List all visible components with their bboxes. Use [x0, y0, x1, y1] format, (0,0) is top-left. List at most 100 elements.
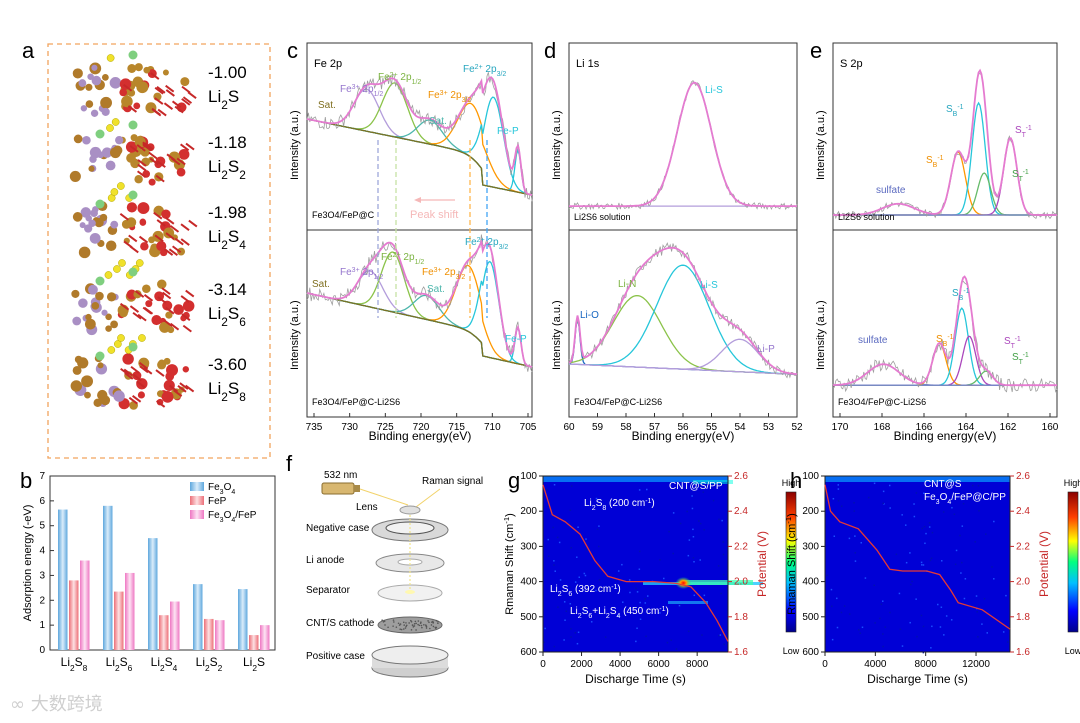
atom [173, 304, 184, 315]
fe3-2p12-label: Fe3+ 2p1/2 [340, 84, 383, 98]
bar-Fe3O4-Li2S6 [103, 505, 113, 650]
laser-tip [354, 485, 360, 492]
atom [73, 134, 83, 144]
atom [72, 316, 82, 326]
heatmap-noise [701, 634, 703, 636]
heatmap-ylabel: Rmaman Shift (cm-1) [784, 513, 799, 615]
panel-label-c: c [287, 38, 298, 63]
heatmap-noise [962, 502, 965, 505]
legend-swatch [190, 482, 204, 491]
y-tick-label: 600 [520, 647, 537, 658]
heatmap-band [825, 476, 1010, 482]
atom [78, 79, 87, 87]
heatmap-noise [559, 579, 562, 581]
heatmap-y2label: Potential (V) [1037, 531, 1051, 597]
y2-tick-label: 2.4 [734, 506, 748, 517]
heatmap-noise [614, 579, 617, 581]
bar-FeP-Li2S8 [69, 580, 79, 650]
heatmap-noise [646, 595, 649, 597]
cathode-texture [418, 624, 421, 627]
atom [134, 63, 143, 72]
heatmap-noise [546, 488, 548, 491]
heatmap-noise [1002, 631, 1005, 633]
heatmap-frame [542, 475, 729, 653]
atom [133, 102, 141, 110]
panel-e-ylabel-bottom: Intensity (a.u.) [815, 300, 827, 370]
atom [89, 155, 97, 163]
atom [101, 147, 113, 158]
heatmap-noise [974, 541, 976, 543]
peak-shift-label: Peak shift [410, 209, 458, 221]
heatmap-noise [577, 631, 580, 634]
bond [148, 151, 158, 160]
heatmap-noise [617, 570, 620, 572]
heatmap-noise [720, 592, 722, 595]
x-tick-label: 55 [706, 422, 718, 433]
heatmap-noise [931, 625, 933, 628]
atom [85, 214, 92, 222]
heatmap-noise [955, 549, 958, 552]
heatmap-noise [722, 553, 725, 556]
x-tick-label: 715 [448, 422, 465, 433]
heatmap-noise [672, 512, 675, 514]
panel-d-ylabel-top: Intensity (a.u.) [551, 110, 563, 180]
bond [137, 163, 147, 172]
heatmap-noise [686, 510, 688, 513]
cathode-texture [414, 620, 417, 623]
heatmap-band [683, 580, 753, 585]
cathode-texture [393, 621, 395, 623]
atom [140, 242, 149, 251]
atom [156, 241, 167, 252]
bond [138, 361, 149, 370]
y2-tick-label: 1.6 [1016, 647, 1030, 658]
laser-body [321, 482, 355, 495]
st-label: ST-1 [1012, 352, 1029, 366]
heatmap-noise [929, 559, 932, 562]
bond [152, 108, 162, 117]
atom [90, 109, 99, 118]
heatmap-noise [576, 642, 579, 645]
atom [101, 107, 110, 116]
panel-d-ylabel-bottom: Intensity (a.u.) [551, 300, 563, 370]
cathode-texture [427, 620, 429, 622]
heatmap-noise [693, 560, 695, 563]
heatmap-noise [993, 578, 995, 580]
bond [155, 174, 165, 183]
heatmap-noise [675, 648, 678, 650]
atom [137, 202, 150, 215]
sulfur-atom [138, 334, 146, 342]
atom [134, 174, 143, 184]
bar-FeP-Li2S [249, 635, 259, 650]
bond [171, 100, 182, 109]
heatmap-noise [922, 564, 925, 566]
cathode-texture [434, 626, 437, 629]
heatmap-noise [596, 528, 599, 530]
laser-wavelength: 532 nm [324, 470, 357, 481]
heatmap-noise [909, 552, 911, 554]
heatmap-noise [951, 506, 953, 509]
heatmap-noise [585, 549, 588, 551]
atom [82, 135, 91, 145]
bond [177, 385, 187, 393]
fe3-2p12-label: Fe3+ 2p1/2 [340, 267, 383, 281]
atom [133, 290, 142, 299]
cathode-texture [402, 621, 405, 624]
heatmap-band [693, 480, 733, 484]
atom [115, 136, 124, 145]
cathode-texture [413, 623, 416, 625]
annotation-li2s6-li2s4: Li2S6+Li2S4 (450 cm-1) [570, 606, 669, 620]
heatmap-noise [922, 651, 925, 654]
sulfur-atom [135, 259, 144, 267]
heatmap-noise [879, 617, 881, 620]
panel-label-b: b [20, 468, 32, 493]
atom [92, 206, 99, 213]
panel-c-ylabel-top: Intensity (a.u.) [289, 110, 301, 180]
x-tick-label: 162 [1000, 422, 1017, 433]
cathode-texture [432, 622, 434, 624]
atom [81, 375, 94, 388]
legend-label: FeP [208, 496, 227, 507]
heatmap-noise [595, 504, 598, 506]
fit-component [306, 264, 533, 368]
atom [101, 73, 109, 81]
bond [185, 384, 195, 393]
